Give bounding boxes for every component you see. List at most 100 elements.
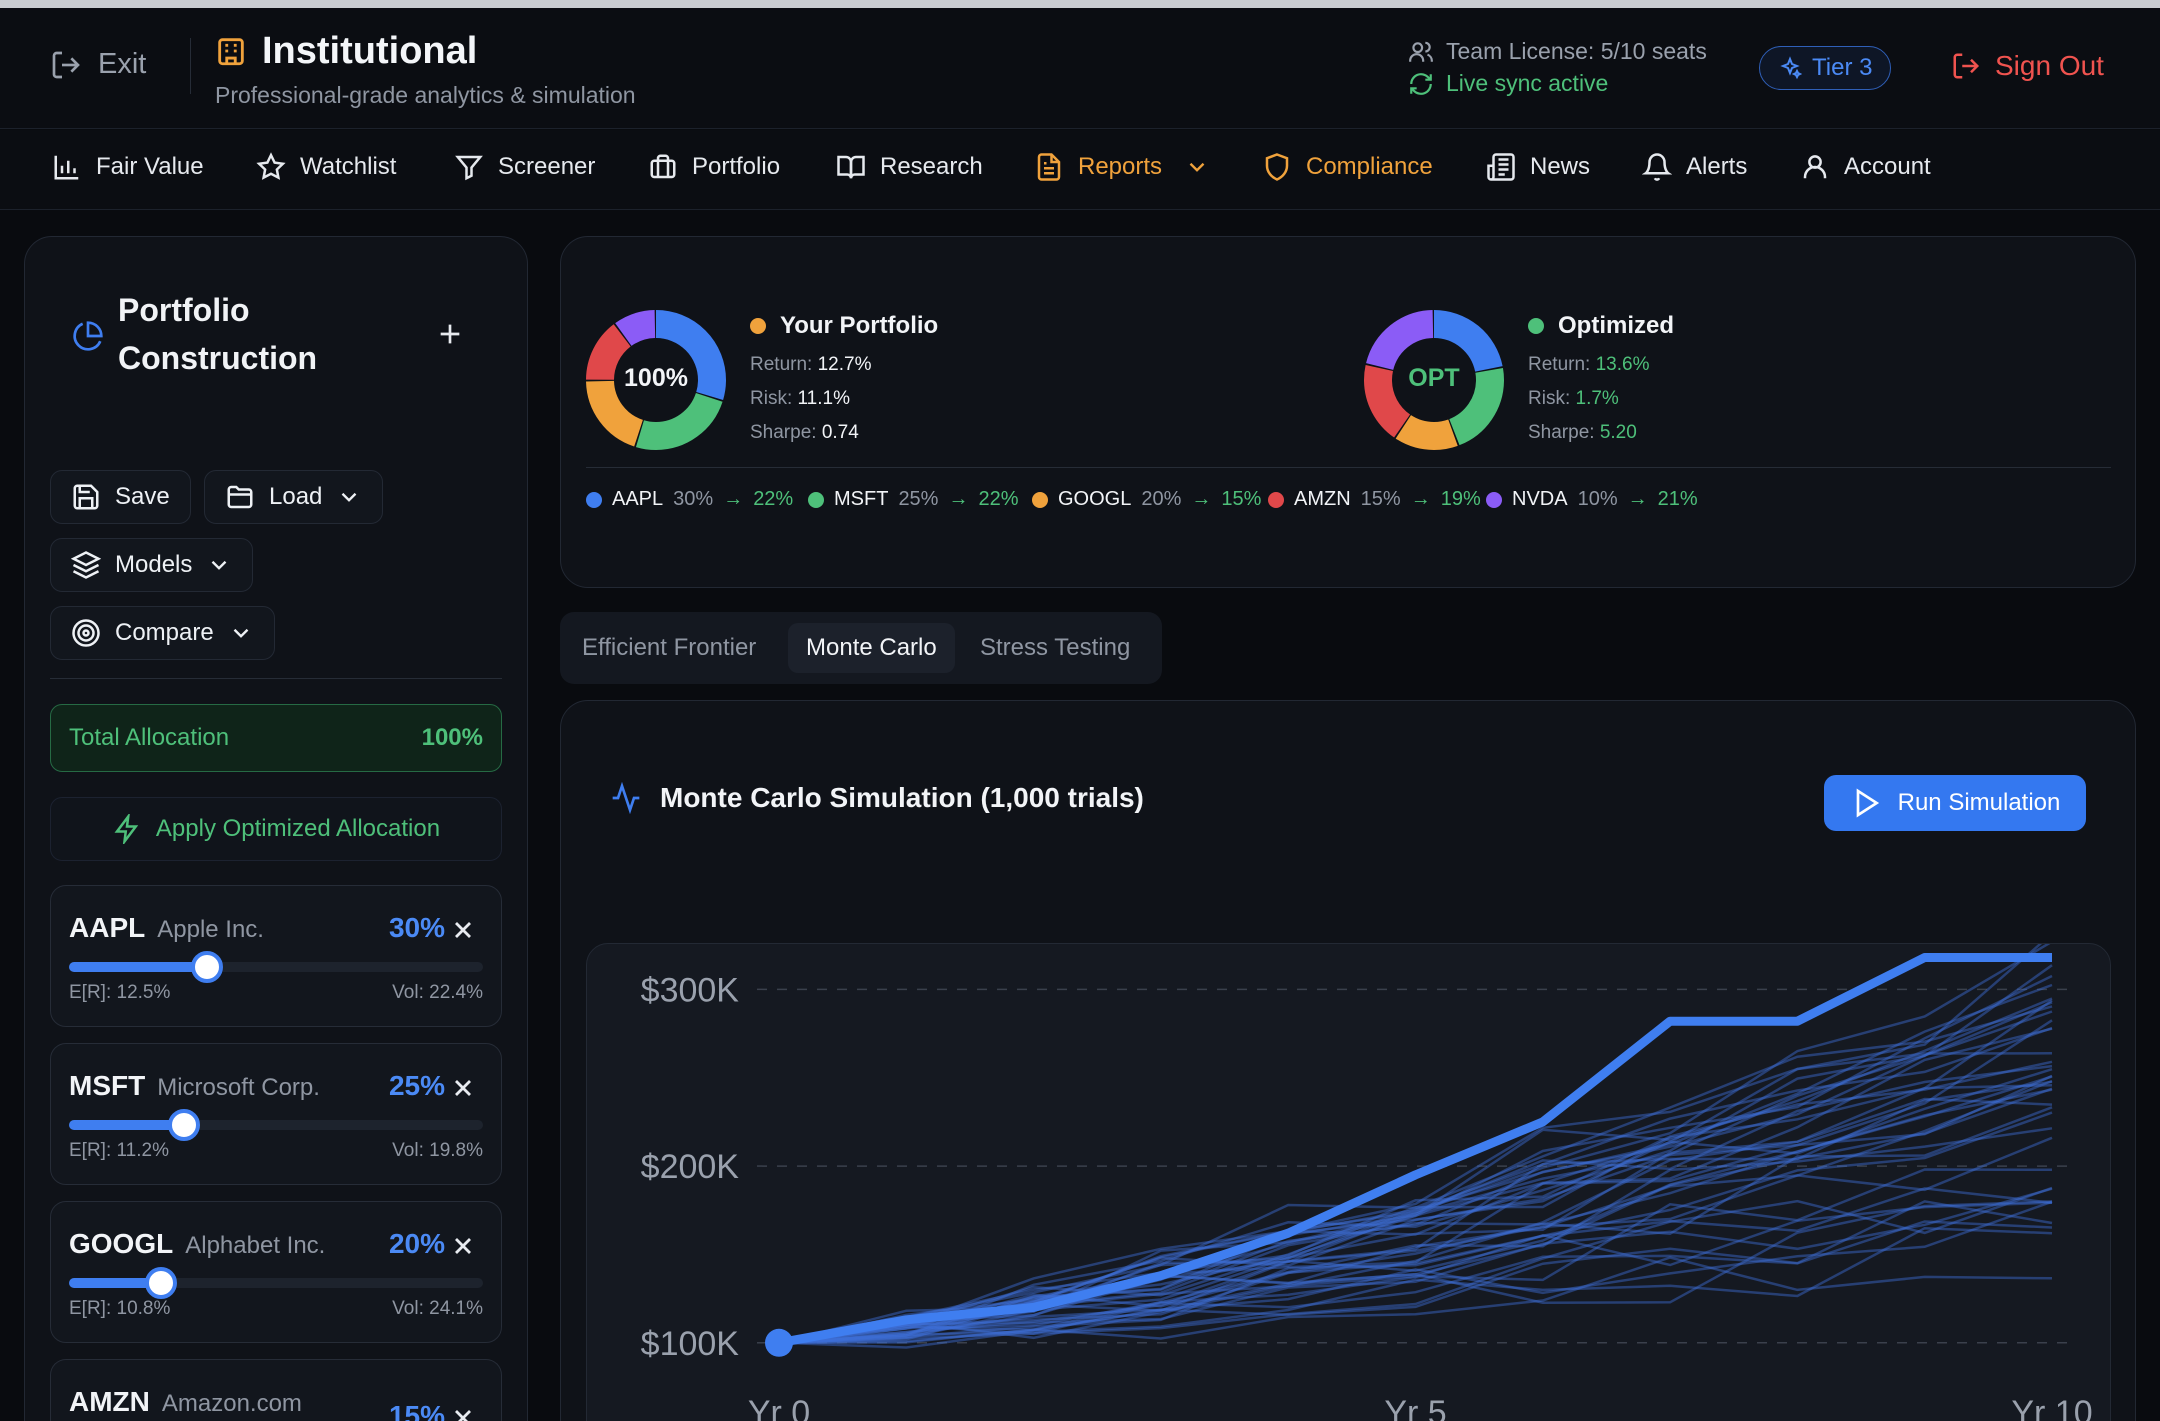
compare-button[interactable]: Compare <box>50 606 275 660</box>
divider <box>586 467 2111 468</box>
volatility: Vol: 24.1% <box>392 1298 483 1319</box>
target-icon <box>72 619 100 647</box>
sharpe-value: 5.20 <box>1599 422 1637 443</box>
nav-portfolio[interactable]: Portfolio <box>648 152 780 182</box>
trial-path <box>778 1200 2053 1345</box>
legend-weight: 15% <box>1360 488 1401 510</box>
arrow-right-icon: → <box>723 488 744 510</box>
models-button[interactable]: Models <box>50 538 254 592</box>
title-text: Optimized <box>1558 312 1675 339</box>
volatility: Vol: 19.8% <box>392 1140 483 1161</box>
nav-watchlist[interactable]: Watchlist <box>256 152 396 182</box>
close-icon[interactable] <box>449 916 477 944</box>
weight-percent: 15% <box>388 1400 445 1421</box>
your-portfolio-donut <box>586 310 726 450</box>
app-title: Institutional <box>262 30 478 72</box>
trial-path <box>778 1256 2053 1345</box>
stock-ticker: AMZN Amazon.com <box>69 1386 302 1418</box>
median-path <box>778 953 2052 1348</box>
weight-slider[interactable] <box>69 1109 483 1141</box>
legend-weight: 10% <box>1577 488 1618 510</box>
company-name: Microsoft Corp. <box>157 1074 320 1101</box>
nav-screener[interactable]: Screener <box>454 152 595 182</box>
save-button[interactable]: Save <box>50 470 191 524</box>
folder-icon <box>227 485 253 509</box>
donut-slice-msft <box>1364 310 1504 450</box>
weight-slider[interactable] <box>69 951 483 983</box>
nav-account[interactable]: Account <box>1800 152 1931 182</box>
nav-label: News <box>1530 153 1591 180</box>
tab-monte-carlo[interactable]: Monte Carlo <box>788 623 955 673</box>
legend-optimized-weight: 22% <box>753 488 794 510</box>
star-icon <box>256 152 286 180</box>
optimized-donut <box>1364 310 1504 450</box>
app-subtitle: Professional-grade analytics & simulatio… <box>215 82 636 108</box>
run-simulation-button[interactable]: Run Simulation <box>1824 775 2086 831</box>
nav-reports[interactable]: Reports <box>1034 152 1210 182</box>
simulation-chart-svg: $100K $200K $300K Yr 0 Yr 5 Yr 10 <box>641 944 2093 1421</box>
slider-handle[interactable] <box>145 1267 177 1299</box>
sign-out-button[interactable]: Sign Out <box>1951 50 2104 82</box>
trial-path <box>778 1060 2053 1345</box>
close-icon[interactable] <box>449 1074 477 1102</box>
exit-icon <box>52 51 80 78</box>
header-divider <box>190 38 191 94</box>
apply-optimized-button[interactable]: Apply Optimized Allocation <box>50 797 502 861</box>
slider-handle[interactable] <box>168 1109 200 1141</box>
return-label: Return: <box>750 354 813 375</box>
nav-news[interactable]: News <box>1486 152 1590 182</box>
save-icon <box>73 484 99 510</box>
trial-path <box>778 999 2053 1345</box>
trial-path <box>778 1088 2053 1345</box>
simulation-title: Monte Carlo Simulation (1,000 trials) <box>610 782 1144 814</box>
nav-fair-value[interactable]: Fair Value <box>52 152 204 182</box>
exit-label: Exit <box>98 48 147 80</box>
run-simulation-label: Run Simulation <box>1897 789 2061 816</box>
return-label: Return: <box>1528 354 1591 375</box>
weight-percent: 30% <box>388 912 445 943</box>
tab-efficient-frontier[interactable]: Efficient Frontier <box>582 634 757 661</box>
y-tick-label: $100K <box>641 1325 740 1363</box>
sharpe-value: 0.74 <box>821 422 859 443</box>
user-icon <box>1803 155 1827 179</box>
chevron-down-icon <box>212 560 227 570</box>
trial-path <box>778 1080 2053 1345</box>
tier-label: Tier 3 <box>1812 54 1873 81</box>
trial-path <box>778 1010 2053 1345</box>
donut-slice-aapl <box>1364 310 1504 450</box>
company-name: Alphabet Inc. <box>185 1232 326 1259</box>
sharpe-stat: Sharpe: 0.74 <box>750 422 859 444</box>
weight-slider[interactable] <box>69 1267 483 1299</box>
add-stock-button[interactable] <box>434 318 466 350</box>
activity-icon <box>612 782 640 814</box>
exit-button[interactable]: Exit <box>50 48 146 81</box>
load-button[interactable]: Load <box>204 470 384 524</box>
optimized-title: Optimized <box>1528 312 1674 340</box>
arrow-right-icon: → <box>948 488 969 510</box>
donut-center-label: OPT <box>1408 364 1460 392</box>
trial-path <box>778 1001 2053 1345</box>
chevron-down-icon <box>342 492 357 502</box>
return-value: 13.6% <box>1595 354 1650 375</box>
tab-stress-testing[interactable]: Stress Testing <box>980 634 1131 661</box>
legend-ticker: GOOGL <box>1058 488 1132 510</box>
title-text: Your Portfolio <box>780 312 939 339</box>
nav-compliance[interactable]: Compliance <box>1262 152 1433 182</box>
your-portfolio-title: Your Portfolio <box>750 312 938 340</box>
nav-alerts[interactable]: Alerts <box>1642 152 1747 182</box>
close-icon[interactable] <box>449 1232 477 1260</box>
allocation-legend-item: AMZN 15% → 19% <box>1268 488 1481 511</box>
legend-weight: 20% <box>1141 488 1182 510</box>
nav-research[interactable]: Research <box>836 152 983 182</box>
tier-badge[interactable]: Tier 3 <box>1759 46 1892 90</box>
slider-handle[interactable] <box>191 951 223 983</box>
risk-value: 11.1% <box>797 388 850 409</box>
panel-title: Portfolio Construction <box>118 286 317 382</box>
shield-icon <box>1265 153 1289 181</box>
trial-path <box>778 944 2051 1345</box>
close-icon[interactable] <box>449 1404 477 1421</box>
briefcase-icon <box>650 154 676 179</box>
company-name: Apple Inc. <box>157 916 264 943</box>
legend-dot <box>1032 491 1048 508</box>
newspaper-icon <box>1487 153 1515 181</box>
